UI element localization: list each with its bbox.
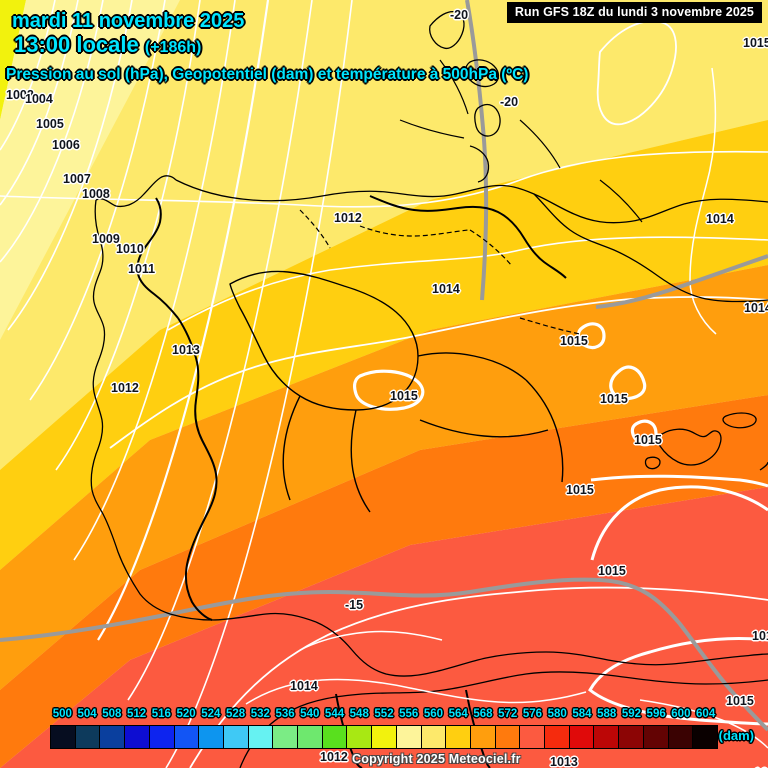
legend-swatch[interactable] xyxy=(322,726,348,748)
legend-swatch[interactable] xyxy=(569,726,595,748)
legend-swatch[interactable] xyxy=(347,726,373,748)
legend-swatch[interactable] xyxy=(372,726,397,748)
legend-unit-label: (dam) xyxy=(718,728,754,743)
geo-band-568 xyxy=(0,395,768,768)
legend-swatch[interactable] xyxy=(446,726,471,748)
legend-tick: 556 xyxy=(399,708,419,720)
legend-swatch[interactable] xyxy=(545,726,570,748)
isobar-1015-closed-c xyxy=(609,365,647,400)
legend-tick: 532 xyxy=(250,708,270,720)
legend-swatch[interactable] xyxy=(223,726,249,748)
geo-band-560 xyxy=(0,120,768,570)
legend-swatch[interactable] xyxy=(693,726,717,748)
model-run-banner: Run GFS 18Z du lundi 3 novembre 2025 xyxy=(506,2,762,23)
legend-swatch[interactable] xyxy=(174,726,200,748)
copyright-notice: Copyright 2025 Meteociel.fr xyxy=(352,752,521,766)
legend-tick: 592 xyxy=(621,708,641,720)
legend-tick: 508 xyxy=(102,708,122,720)
legend-swatch[interactable] xyxy=(396,726,422,748)
legend-swatch[interactable] xyxy=(100,726,126,748)
legend-tick: 588 xyxy=(597,708,617,720)
legend-tick: 552 xyxy=(374,708,394,720)
legend-swatch[interactable] xyxy=(643,726,669,748)
legend-tick: 524 xyxy=(201,708,221,720)
geo-band-564 xyxy=(0,265,768,690)
legend-tick: 544 xyxy=(324,708,345,720)
legend-tick: 600 xyxy=(671,708,691,720)
legend-tick: 604 xyxy=(696,708,716,720)
coastlines xyxy=(90,10,768,768)
legend-tick: 560 xyxy=(423,708,444,720)
legend-swatch[interactable] xyxy=(125,726,150,748)
geo-band-556b xyxy=(0,0,768,470)
legend-tick: 512 xyxy=(126,708,147,720)
isobar-aux-right xyxy=(689,67,717,335)
legend-swatch[interactable] xyxy=(149,726,175,748)
legend-tick: 500 xyxy=(52,708,72,720)
hydro-lines xyxy=(245,630,768,749)
legend-swatch[interactable] xyxy=(668,726,694,748)
legend-tick: 568 xyxy=(473,708,493,720)
legend-swatch[interactable] xyxy=(248,726,274,748)
legend-swatch[interactable] xyxy=(619,726,644,748)
legend-tick: 536 xyxy=(275,708,295,720)
legend-tick: 520 xyxy=(176,708,196,720)
legend-tick: 580 xyxy=(547,708,567,720)
legend-tick: 528 xyxy=(225,708,246,720)
legend-swatch[interactable] xyxy=(594,726,620,748)
country-borders xyxy=(136,59,643,768)
isobar-1015-closed-d xyxy=(630,419,658,447)
legend-swatch[interactable] xyxy=(199,726,224,748)
legend-tick: 584 xyxy=(572,708,592,720)
isobar-contours-2 xyxy=(97,0,270,641)
legend-swatch[interactable] xyxy=(75,726,101,748)
legend-swatch[interactable] xyxy=(51,726,76,748)
legend-swatch[interactable] xyxy=(298,726,323,748)
legend-tick: 596 xyxy=(646,708,666,720)
legend-tick: 540 xyxy=(300,708,320,720)
isobar-1012 xyxy=(0,150,768,208)
legend-swatch[interactable] xyxy=(273,726,299,748)
legend-tick: 548 xyxy=(349,708,369,720)
isobar-contours-3 xyxy=(127,0,353,768)
temperature-contours-500hpa xyxy=(0,0,768,732)
legend-color-bar[interactable] xyxy=(50,725,718,749)
legend-tick: 564 xyxy=(448,708,468,720)
geopotential-color-legend: 500 504 508 512 516 520 524 528 532 536 540 544 548 5… xyxy=(0,708,768,768)
isobar-1014 xyxy=(109,296,768,768)
legend-swatch[interactable] xyxy=(520,726,546,748)
legend-tick: 572 xyxy=(498,708,518,720)
legend-swatch[interactable] xyxy=(421,726,447,748)
isobar-1013 xyxy=(167,236,768,331)
legend-tick: 504 xyxy=(77,708,97,720)
legend-tick-labels: 500 504 508 512 516 520 524 528 532 536 540 544 548 5… xyxy=(50,708,718,724)
geo-band-572 xyxy=(0,487,768,768)
legend-swatch[interactable] xyxy=(495,726,521,748)
legend-tick: 516 xyxy=(151,708,171,720)
isobar-1015-closed-b xyxy=(576,322,606,350)
isobar-1015-closed-a xyxy=(353,369,425,411)
legend-tick: 576 xyxy=(522,708,543,720)
legend-swatch[interactable] xyxy=(470,726,496,748)
